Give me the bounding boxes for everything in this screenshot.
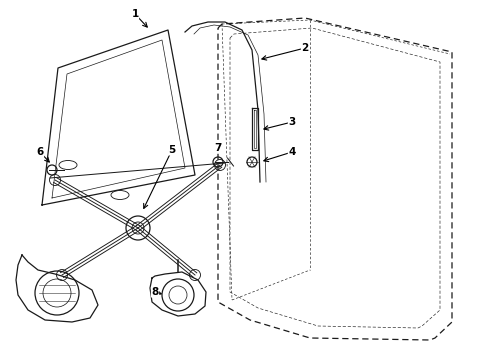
Text: 8: 8 xyxy=(151,287,158,297)
Text: 3: 3 xyxy=(288,117,295,127)
Text: 7: 7 xyxy=(214,143,221,153)
Text: 1: 1 xyxy=(131,9,138,19)
Text: 6: 6 xyxy=(36,147,43,157)
Text: 4: 4 xyxy=(288,147,295,157)
Text: 5: 5 xyxy=(168,145,175,155)
Text: 2: 2 xyxy=(301,43,308,53)
Circle shape xyxy=(132,222,143,234)
